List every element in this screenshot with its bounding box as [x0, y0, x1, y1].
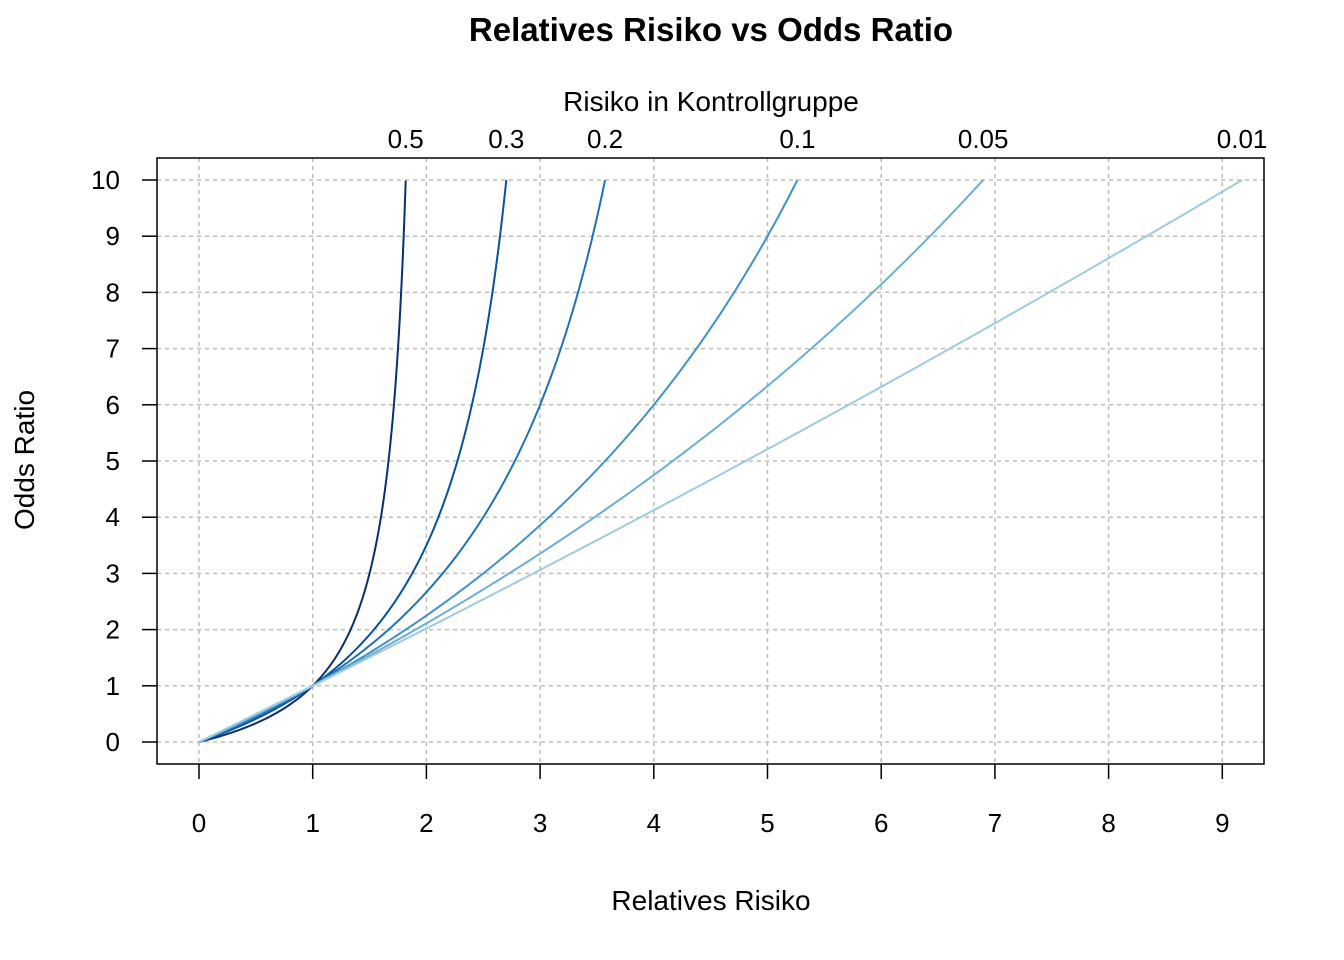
- x-tick-label: 5: [760, 808, 774, 838]
- axes: 0 1 2 3 4 5 6 7 8 9 0 1 2 3 4 5 6 7 8 9 10 0.5 0.3 0.2 0.1 0.05 0.…: [91, 124, 1267, 838]
- grid: [157, 158, 1264, 764]
- y-axis-label: Odds Ratio: [9, 390, 40, 530]
- x-tick-label: 7: [988, 808, 1002, 838]
- y-tick-label: 10: [91, 165, 120, 195]
- top-tick-label: 0.2: [587, 124, 623, 154]
- y-tick-label: 5: [106, 446, 120, 476]
- y-tick-label: 4: [106, 502, 120, 532]
- x-axis-label: Relatives Risiko: [611, 885, 810, 916]
- y-tick-label: 2: [106, 615, 120, 645]
- series-curves: [198, 179, 1243, 743]
- top-tick-label: 0.01: [1217, 124, 1268, 154]
- top-axis-label: Risiko in Kontrollgruppe: [563, 86, 859, 117]
- x-tick-label: 9: [1215, 808, 1229, 838]
- y-tick-label: 0: [106, 727, 120, 757]
- y-tick-label: 3: [106, 558, 120, 588]
- series-line-0.3: [198, 179, 508, 743]
- top-tick-label: 0.5: [388, 124, 424, 154]
- y-tick-label: 7: [106, 334, 120, 364]
- top-tick-label: 0.3: [488, 124, 524, 154]
- x-tick-label: 0: [192, 808, 206, 838]
- x-tick-label: 4: [647, 808, 661, 838]
- top-tick-label: 0.1: [779, 124, 815, 154]
- chart-title: Relatives Risiko vs Odds Ratio: [469, 11, 953, 48]
- x-tick-label: 2: [419, 808, 433, 838]
- series-line-0.2: [198, 180, 606, 743]
- top-tick-label: 0.05: [958, 124, 1009, 154]
- series-line-0.01: [198, 179, 1243, 743]
- x-tick-label: 3: [533, 808, 547, 838]
- x-tick-label: 8: [1101, 808, 1115, 838]
- y-tick-label: 8: [106, 277, 120, 307]
- x-tick-label: 6: [874, 808, 888, 838]
- y-tick-label: 1: [106, 671, 120, 701]
- x-tick-label: 1: [305, 808, 319, 838]
- y-tick-label: 9: [106, 221, 120, 251]
- series-line-0.5: [198, 180, 407, 743]
- y-tick-label: 6: [106, 390, 120, 420]
